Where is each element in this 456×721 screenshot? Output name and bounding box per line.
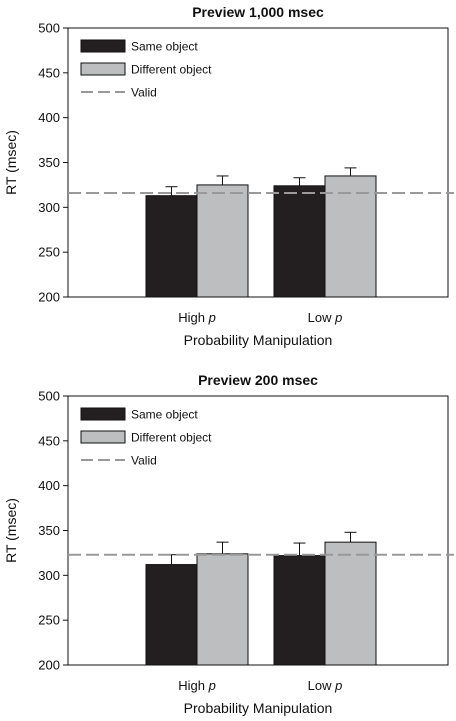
y-tick-label: 350	[38, 155, 60, 170]
chart-title: Preview 1,000 msec	[192, 4, 324, 20]
y-tick-label: 400	[38, 110, 60, 125]
x-tick-label: High p	[178, 310, 216, 325]
bar-different-object	[196, 553, 249, 666]
y-tick-label: 450	[38, 433, 60, 448]
legend-label: Different object	[131, 431, 212, 445]
y-tick-label: 400	[38, 478, 60, 493]
legend-label: Valid	[131, 86, 157, 100]
legend-label: Valid	[131, 454, 157, 468]
bar-same-object	[273, 185, 326, 298]
y-tick-label: 200	[38, 290, 60, 305]
y-tick-label: 500	[38, 21, 60, 36]
y-axis-label: RT (msec)	[3, 130, 19, 195]
x-axis-label: Probability Manipulation	[184, 332, 333, 348]
bar-different-object	[324, 541, 377, 666]
y-tick-label: 500	[38, 389, 60, 404]
x-tick-label: High p	[178, 678, 216, 693]
y-tick-label: 200	[38, 658, 60, 673]
x-axis-label: Probability Manipulation	[184, 700, 333, 716]
chart-preview-1000: Preview 1,000 msec 200 250 300 350 400 450 500 R…	[3, 4, 454, 348]
legend-swatch	[80, 62, 126, 76]
bar-same-object	[145, 195, 198, 298]
y-axis-label: RT (msec)	[3, 498, 19, 563]
bar-same-object	[145, 564, 198, 666]
legend-swatch	[80, 407, 126, 421]
y-tick-label: 300	[38, 568, 60, 583]
chart-preview-200: Preview 200 msec 200 250 300 350 400 450 500 RT …	[3, 372, 454, 716]
x-tick-label: Low p	[308, 678, 343, 693]
y-tick-label: 250	[38, 613, 60, 628]
legend-label: Different object	[131, 63, 212, 77]
legend: Same object Different object Valid	[80, 407, 212, 468]
legend: Same object Different object Valid	[80, 39, 212, 100]
y-tick-label: 350	[38, 523, 60, 538]
y-tick-label: 450	[38, 65, 60, 80]
y-tick-label: 300	[38, 200, 60, 215]
bar-different-object	[196, 184, 249, 298]
chart-title: Preview 200 msec	[198, 372, 318, 388]
legend-swatch	[80, 39, 126, 53]
legend-swatch	[80, 430, 126, 444]
x-tick-label: Low p	[308, 310, 343, 325]
legend-label: Same object	[131, 408, 198, 422]
bar-same-object	[273, 555, 326, 666]
legend-label: Same object	[131, 40, 198, 54]
bar-different-object	[324, 175, 377, 298]
y-tick-label: 250	[38, 245, 60, 260]
